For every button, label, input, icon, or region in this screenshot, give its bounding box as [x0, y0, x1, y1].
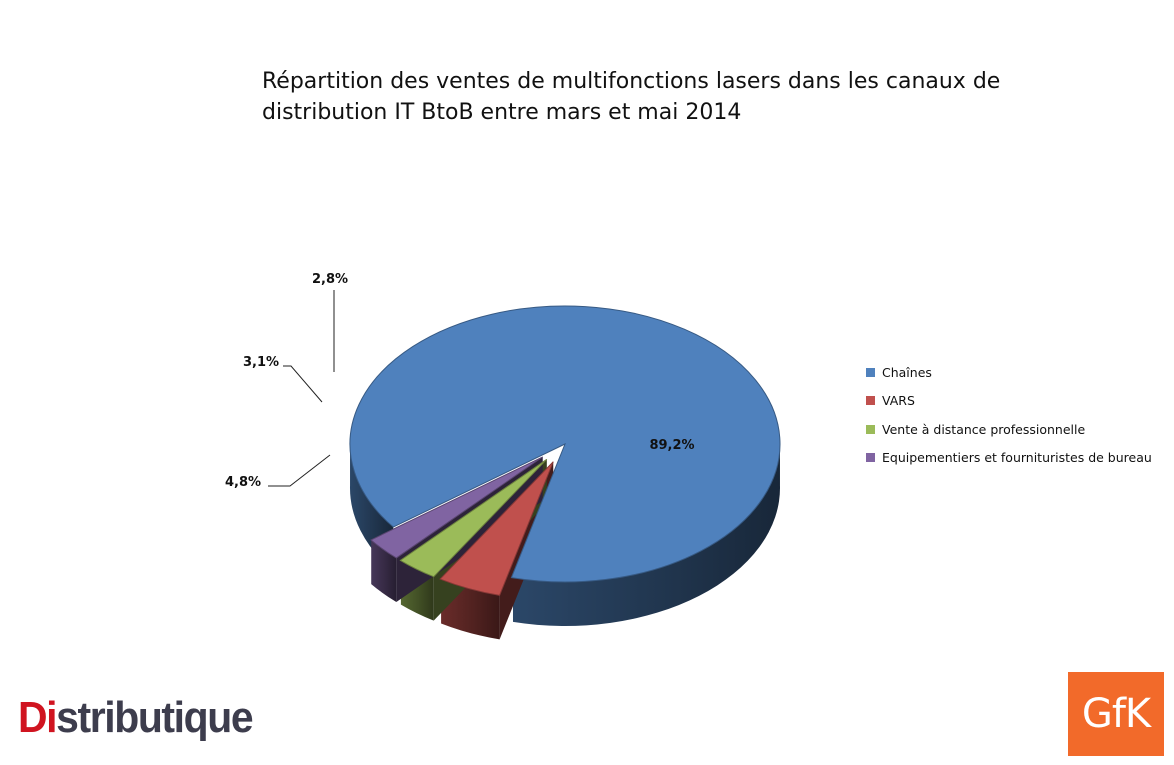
distributique-logo: Distributique: [18, 692, 254, 744]
legend-item-vars: VARS: [866, 387, 1152, 416]
logo-text-dark: stributique: [56, 693, 253, 742]
pie-slice: [439, 461, 554, 596]
leader-line: [283, 365, 323, 403]
chart-legend: Chaînes VARS Vente à distance profession…: [866, 358, 1152, 472]
legend-swatch: [866, 367, 875, 377]
pie-slice: [349, 305, 781, 583]
legend-label: VARS: [882, 393, 915, 409]
data-label: 89,2%: [649, 438, 694, 453]
pie-slice: [370, 456, 544, 559]
data-label: 3,1%: [243, 355, 279, 370]
legend-label: Equipementiers et fournituristes de bure…: [882, 450, 1152, 466]
gfk-logo-text: GfK: [1081, 691, 1151, 737]
legend-label: Chaînes: [882, 364, 932, 380]
pie-slice: [399, 458, 548, 578]
legend-swatch: [866, 396, 875, 406]
leader-line: [268, 454, 331, 487]
chart-title: Répartition des ventes de multifonctions…: [262, 66, 1022, 128]
pie-slice-side: [512, 441, 780, 626]
data-label: 4,8%: [225, 475, 261, 490]
legend-swatch: [866, 453, 875, 463]
logo-text-red: Di: [18, 693, 58, 742]
legend-item-vente-a-distance: Vente à distance professionnelle: [866, 415, 1152, 444]
gfk-logo: GfK: [1068, 672, 1164, 756]
chart-title-line-1: Répartition des ventes de multifonctions…: [262, 69, 1001, 94]
data-label: 2,8%: [312, 272, 348, 287]
pie-slice-side: [371, 540, 397, 602]
legend-item-chaines: Chaînes: [866, 358, 1152, 387]
legend-swatch: [866, 424, 875, 434]
chart-title-line-2: distribution IT BtoB entre mars et mai 2…: [262, 100, 742, 125]
legend-item-equipementiers: Equipementiers et fournituristes de bure…: [866, 444, 1152, 473]
legend-label: Vente à distance professionnelle: [882, 421, 1086, 437]
